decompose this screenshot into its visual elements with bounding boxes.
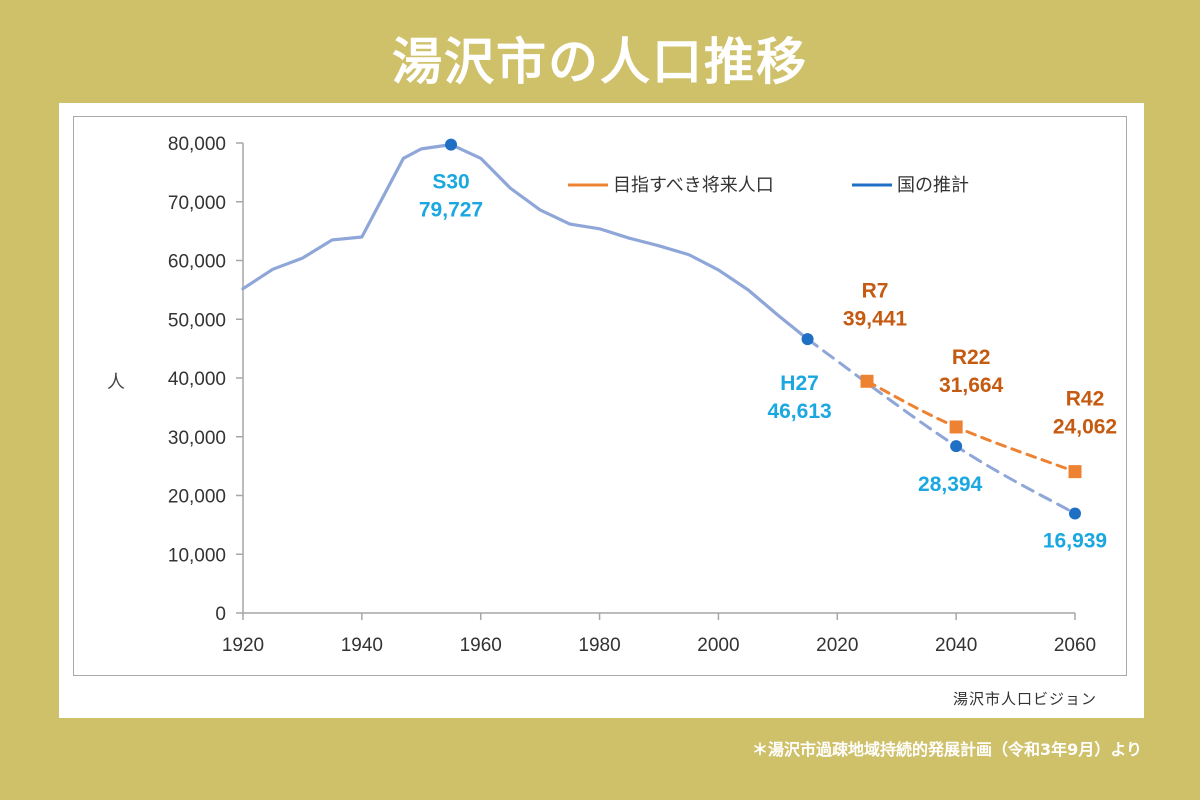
data-label-value: 39,441 bbox=[843, 307, 908, 330]
x-tick-label: 1920 bbox=[222, 635, 264, 656]
data-label-era: H27 bbox=[780, 372, 819, 395]
y-tick-label: 10,000 bbox=[168, 545, 226, 566]
data-label-value: 28,394 bbox=[918, 473, 983, 496]
x-tick-label: 1940 bbox=[341, 635, 383, 656]
x-tick-label: 1980 bbox=[578, 635, 620, 656]
data-label-era: R22 bbox=[952, 346, 991, 369]
x-tick-label: 1960 bbox=[460, 635, 502, 656]
target-marker bbox=[1068, 465, 1082, 479]
y-axis-label: 人 bbox=[107, 372, 125, 393]
target-marker bbox=[860, 374, 874, 388]
axes: 0 10,000 20,000 30,000 40,000 50,000 60,000 70,… bbox=[168, 134, 1096, 656]
data-label-era: R7 bbox=[862, 279, 889, 302]
legend-label-national: 国の推計 bbox=[897, 175, 969, 196]
data-label-value: 31,664 bbox=[939, 374, 1004, 397]
legend: 目指すべき将来人口 国の推計 bbox=[568, 175, 969, 196]
y-tick-label: 80,000 bbox=[168, 134, 226, 155]
chart-frame bbox=[73, 116, 1127, 676]
x-tick-label: 2000 bbox=[697, 635, 739, 656]
data-label-value: 46,613 bbox=[767, 400, 831, 423]
series-line-historical bbox=[241, 143, 810, 341]
data-label-value: 24,062 bbox=[1053, 416, 1117, 439]
source-label: 湯沢市人口ビジョン bbox=[952, 690, 1097, 708]
legend-label-target: 目指すべき将来人口 bbox=[613, 175, 774, 196]
y-tick-label: 30,000 bbox=[168, 428, 226, 449]
y-tick-label: 60,000 bbox=[168, 252, 226, 273]
data-label-value: 16,939 bbox=[1043, 529, 1107, 552]
data-label-value: 79,727 bbox=[419, 199, 483, 222]
series-lines bbox=[241, 143, 1077, 515]
national-marker bbox=[1069, 507, 1081, 520]
y-tick-label: 50,000 bbox=[168, 310, 226, 331]
national-marker bbox=[801, 333, 814, 346]
data-label-era: R42 bbox=[1066, 388, 1105, 411]
footnote: ＊湯沢市過疎地域持続的発展計画（令和3年9月）より bbox=[752, 740, 1142, 759]
national-marker bbox=[950, 440, 963, 453]
y-tick-label: 20,000 bbox=[168, 487, 226, 508]
data-labels: S30 79,727 H27 46,613 28,394 16,939 R7 39,441 R2… bbox=[419, 171, 1117, 553]
x-tick-label: 2040 bbox=[935, 635, 977, 656]
y-tick-label: 0 bbox=[215, 604, 226, 625]
target-marker bbox=[949, 420, 963, 434]
y-tick-label: 40,000 bbox=[168, 369, 226, 390]
page-title: 湯沢市の人口推移 bbox=[392, 33, 808, 91]
y-tick-label: 70,000 bbox=[168, 193, 226, 214]
x-tick-label: 2060 bbox=[1054, 635, 1096, 656]
data-label-era: S30 bbox=[432, 171, 469, 194]
data-markers bbox=[445, 138, 1082, 520]
national-marker bbox=[445, 138, 457, 151]
chart-panel bbox=[59, 103, 1144, 718]
x-tick-label: 2020 bbox=[816, 635, 858, 656]
